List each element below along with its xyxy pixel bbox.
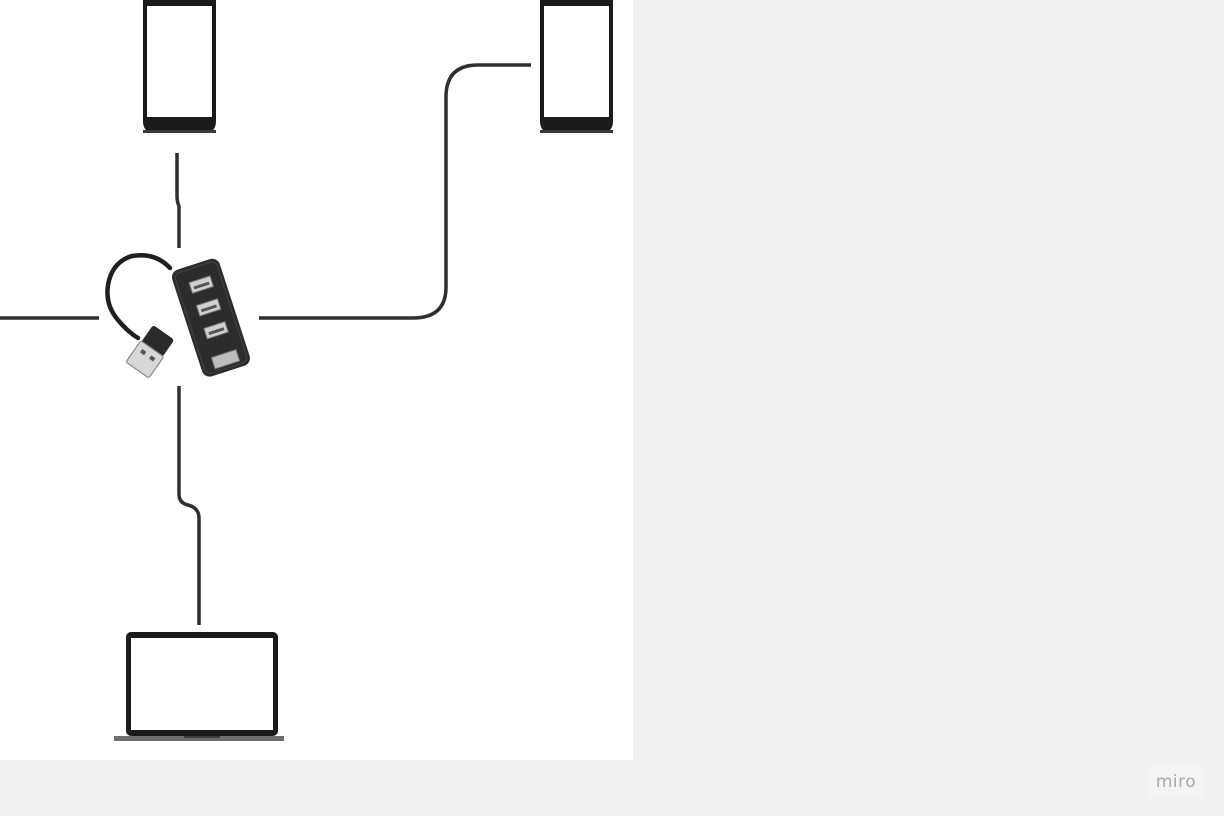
- usb-hub-icon[interactable]: [105, 253, 252, 378]
- miro-watermark-logo: miro: [1148, 766, 1204, 798]
- connector-hub-to-phone-left[interactable]: [175, 153, 181, 248]
- smartphone-right-icon[interactable]: [540, 0, 613, 133]
- laptop-icon[interactable]: [114, 632, 284, 741]
- connector-hub-to-phone-right[interactable]: [259, 63, 531, 320]
- whiteboard-frame[interactable]: [0, 0, 633, 760]
- connector-hub-to-laptop[interactable]: [177, 386, 201, 625]
- smartphone-left-icon[interactable]: [143, 0, 216, 133]
